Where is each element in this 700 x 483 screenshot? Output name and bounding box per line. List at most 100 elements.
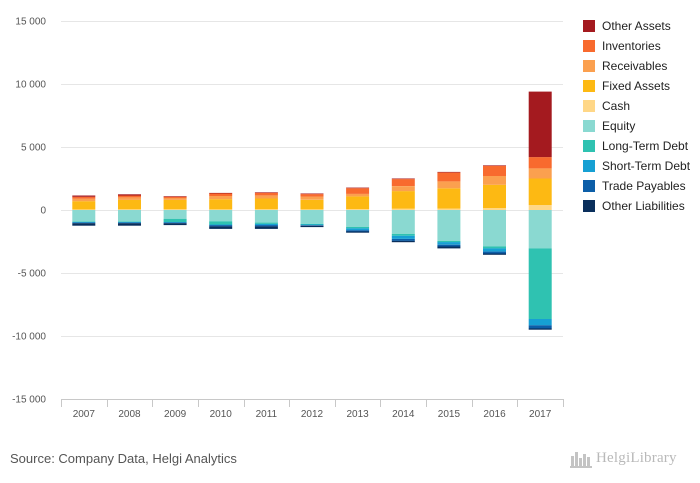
legend-label: Receivables xyxy=(602,59,668,73)
legend-swatch xyxy=(583,80,595,92)
x-tick-label: 2011 xyxy=(256,409,278,420)
bar-segment xyxy=(163,222,187,224)
bar-segment xyxy=(163,198,187,200)
bar-segment xyxy=(346,230,370,232)
bar-series xyxy=(72,91,552,330)
bar-segment xyxy=(72,223,96,226)
bar-segment xyxy=(254,192,278,193)
bar-segment xyxy=(528,328,552,330)
y-tick-label: 5 000 xyxy=(21,143,46,154)
legend-item[interactable]: Short-Term Debt xyxy=(583,156,690,176)
bar-segment xyxy=(72,201,96,210)
bar-segment xyxy=(346,209,370,210)
x-tick-label: 2013 xyxy=(347,409,370,420)
bar-segment xyxy=(163,222,187,223)
y-tick-label: 15 000 xyxy=(15,17,46,28)
bar-segment xyxy=(346,196,370,209)
bar-segment xyxy=(118,199,141,210)
bar-segment xyxy=(209,209,233,210)
legend-item[interactable]: Receivables xyxy=(583,56,690,76)
bar-segment xyxy=(528,168,552,179)
bar-segment xyxy=(346,231,370,233)
bar-segment xyxy=(209,210,233,222)
y-tick-label: -10 000 xyxy=(12,332,46,343)
bar-segment xyxy=(163,218,187,222)
bar-segment xyxy=(437,188,461,209)
bar-segment xyxy=(300,223,324,225)
bar-segment xyxy=(300,193,324,195)
bar-segment xyxy=(437,240,461,243)
bar-segment xyxy=(254,209,278,210)
bar-segment xyxy=(118,222,141,223)
bar-segment xyxy=(254,195,278,199)
bar-segment xyxy=(391,208,415,210)
source-note: Source: Company Data, Helgi Analytics xyxy=(10,451,237,466)
bar-segment xyxy=(346,187,370,189)
bar-segment xyxy=(391,191,415,209)
logo-text: HelgiLibrary xyxy=(596,449,677,466)
bar-segment xyxy=(118,222,141,224)
bar-segment xyxy=(300,224,324,226)
bar-segment xyxy=(391,179,415,186)
legend-item[interactable]: Inventories xyxy=(583,36,690,56)
bar-segment xyxy=(528,325,552,329)
legend-item[interactable]: Equity xyxy=(583,116,690,136)
bar-segment xyxy=(437,210,461,241)
bar-segment xyxy=(209,221,233,225)
bar-segment xyxy=(209,199,233,210)
x-tick-label: 2015 xyxy=(438,409,461,420)
legend-label: Long-Term Debt xyxy=(602,139,689,153)
legend-item[interactable]: Cash xyxy=(583,96,690,116)
bar-segment xyxy=(209,192,233,194)
y-axis-ticks: 15 000 10 000 5 000 0 -5 000 -10 000 -15 000 xyxy=(12,17,46,406)
bar-segment xyxy=(528,178,552,205)
x-tick-label: 2010 xyxy=(210,409,233,420)
bar-segment xyxy=(437,181,461,189)
legend-item[interactable]: Long-Term Debt xyxy=(583,136,690,156)
bar-segment xyxy=(483,253,506,255)
bar-segment xyxy=(254,198,278,210)
bar-segment xyxy=(391,178,415,180)
legend-item[interactable]: Other Liabilities xyxy=(583,196,690,216)
legend-label: Other Liabilities xyxy=(602,199,685,213)
legend-item[interactable]: Trade Payables xyxy=(583,176,690,196)
bar-segment xyxy=(483,246,506,249)
bar-segment xyxy=(72,195,96,197)
bar-segment xyxy=(483,184,506,209)
bar-segment xyxy=(437,244,461,247)
y-tick-label: 10 000 xyxy=(15,80,46,91)
bar-segment xyxy=(254,225,278,227)
bar-segment xyxy=(437,208,461,210)
helgi-library-logo: HelgiLibrary xyxy=(570,448,677,468)
legend-swatch xyxy=(583,140,595,152)
bar-segment xyxy=(437,172,461,182)
bar-segment xyxy=(528,210,552,249)
bar-segment xyxy=(346,193,370,197)
bar-segment xyxy=(254,210,278,223)
bar-segment xyxy=(254,192,278,196)
bar-segment xyxy=(163,196,187,199)
legend-item[interactable]: Fixed Assets xyxy=(583,76,690,96)
bar-segment xyxy=(118,197,141,200)
legend-swatch xyxy=(583,20,595,32)
legend-swatch xyxy=(583,200,595,212)
bar-segment xyxy=(300,225,324,228)
legend-swatch xyxy=(583,100,595,112)
bar-segment xyxy=(346,227,370,229)
legend-label: Cash xyxy=(602,99,631,113)
bar-segment xyxy=(391,240,415,243)
legend-swatch xyxy=(583,180,595,192)
bar-segment xyxy=(118,223,141,226)
bar-segment xyxy=(72,196,96,199)
bar-segment xyxy=(300,194,324,197)
bar-segment xyxy=(300,196,324,200)
bar-segment xyxy=(163,223,187,226)
bar-segment xyxy=(300,199,324,210)
legend-item[interactable]: Other Assets xyxy=(583,16,690,36)
bar-segment xyxy=(163,210,187,219)
bar-segment xyxy=(483,210,506,247)
x-tick-label: 2016 xyxy=(483,409,506,420)
bar-segment xyxy=(72,209,96,210)
bar-segment xyxy=(209,196,233,200)
bar-segment xyxy=(163,199,187,210)
